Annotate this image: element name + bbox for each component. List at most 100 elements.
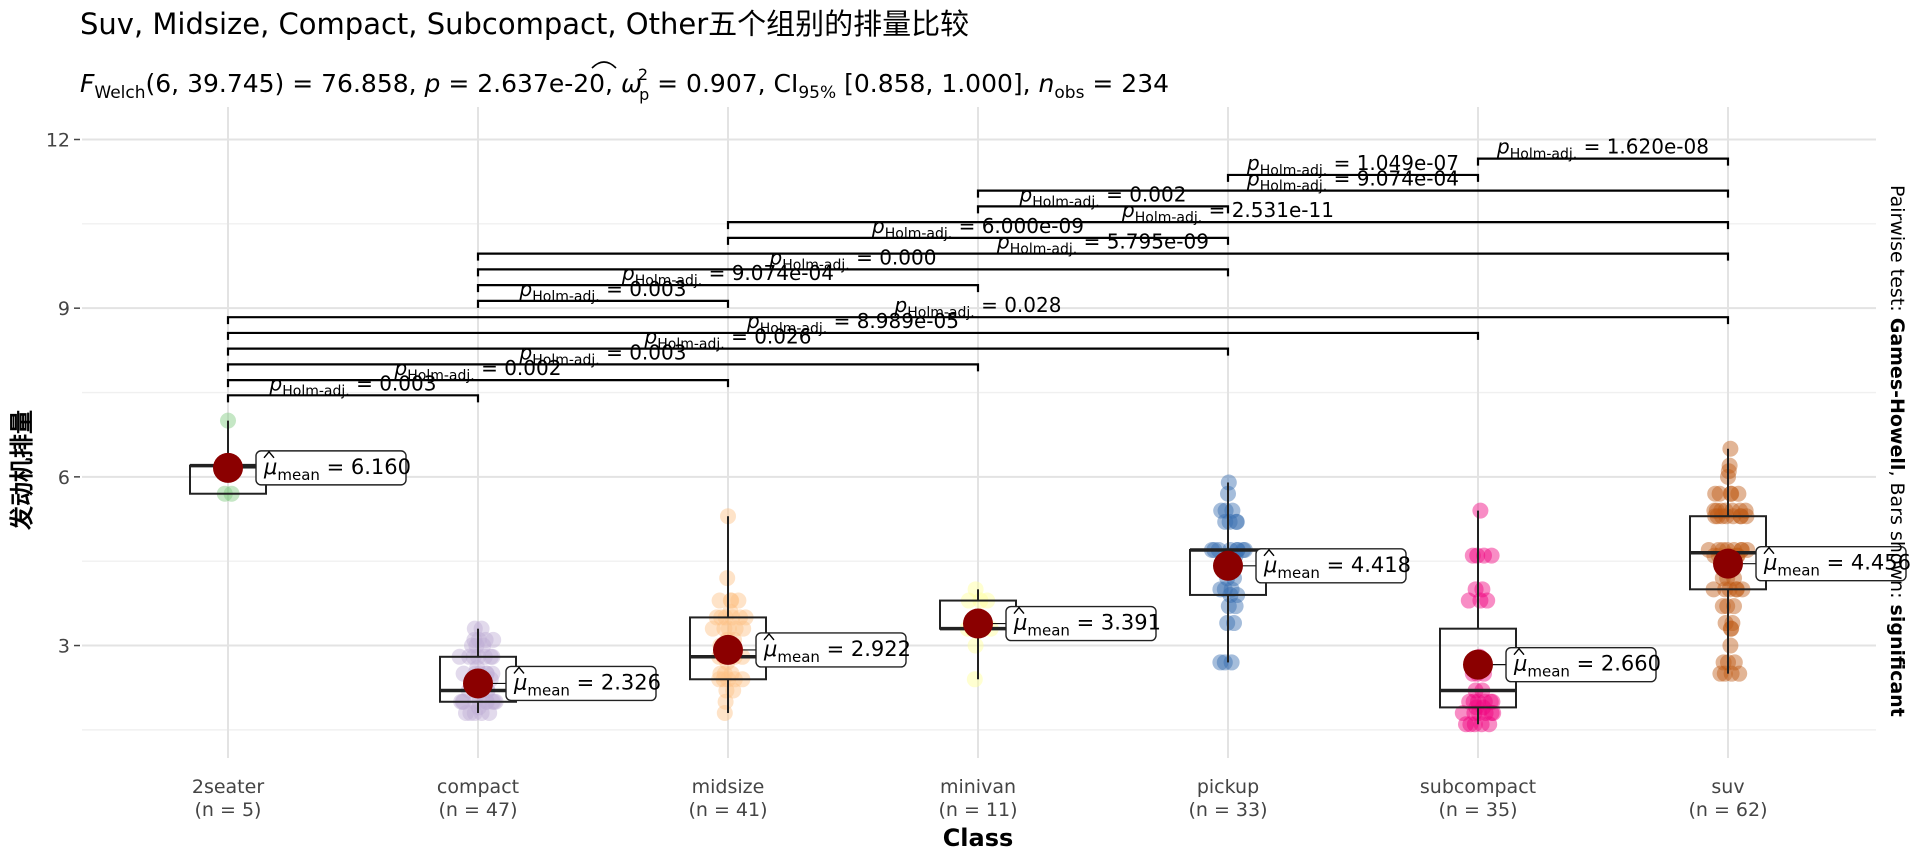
data-point — [1458, 716, 1474, 733]
mean-hat — [1013, 606, 1025, 615]
data-point — [1228, 513, 1245, 530]
comparison-label: pHolm-adj. = 0.002 — [394, 356, 562, 384]
comparison-bracket — [476, 268, 1230, 277]
comparison-bracket — [476, 299, 730, 308]
mean-symbol: μ — [1263, 553, 1277, 577]
mean-value: = 3.391 — [1070, 611, 1161, 635]
data-point — [485, 631, 502, 648]
effect-value: = 0.907, CI — [649, 69, 798, 98]
p-symbol: p — [894, 293, 908, 317]
data-point — [716, 665, 733, 682]
data-point — [720, 620, 737, 637]
data-points — [216, 412, 1756, 733]
p-value: = 0.002 — [475, 356, 562, 380]
ci-value: [0.858, 1.000], — [836, 69, 1038, 98]
p-symbol: p — [269, 371, 283, 395]
mean-hat — [263, 450, 275, 459]
chart-subtitle: FWelch(6, 39.745) = 76.858, p = 2.637e-2… — [80, 65, 1169, 104]
data-point — [1482, 693, 1499, 710]
p-subscript: Holm-adj. — [782, 257, 849, 273]
data-point — [730, 592, 747, 609]
data-point — [1724, 615, 1741, 632]
data-point — [1212, 654, 1229, 671]
y-axis: 3 6 9 12 — [46, 129, 80, 658]
comparison-label: pHolm-adj. = 0.003 — [269, 371, 437, 399]
mean-subscript: mean — [1777, 562, 1820, 580]
data-point — [1715, 654, 1732, 671]
comparison-label: pHolm-adj. = 2.531e-11 — [1121, 198, 1334, 226]
mean-label: μmean = 4.456 — [1763, 551, 1911, 580]
y-tick-label: 3 — [58, 636, 70, 658]
comparison-bracket — [976, 205, 1230, 214]
caption-prefix: Pairwise test: — [1886, 185, 1908, 318]
data-point — [1484, 693, 1501, 710]
p-subscript: Holm-adj. — [907, 305, 974, 321]
mean-value: = 6.160 — [320, 455, 411, 479]
mean-subscript: mean — [1527, 663, 1570, 681]
data-point — [1737, 502, 1754, 519]
comparison-bracket — [226, 363, 980, 372]
chart-title: Suv, Midsize, Compact, Subcompact, Other… — [80, 7, 969, 41]
y-tick-label: 12 — [46, 129, 70, 151]
mean-hat — [763, 632, 775, 641]
comparison-label: pHolm-adj. = 6.000e-09 — [871, 214, 1084, 242]
comparison-bracket — [726, 221, 1730, 230]
n-value: = 234 — [1084, 69, 1169, 98]
y-tick-label: 9 — [58, 298, 70, 320]
mean-hat — [1513, 647, 1525, 656]
mean-subscript: mean — [777, 648, 820, 666]
x-tick-label: pickup — [1197, 776, 1259, 798]
p-value: = 0.028 — [975, 293, 1062, 317]
x-tick-n-label: (n = 11) — [938, 799, 1017, 821]
mean-symbol: μ — [1013, 611, 1027, 635]
comparison-bracket — [726, 236, 1230, 245]
x-tick-n-label: (n = 35) — [1438, 799, 1517, 821]
effect-label: ω — [621, 69, 642, 98]
stat-args: (6, 39.745) — [146, 69, 285, 98]
data-point — [1731, 665, 1748, 682]
data-point — [1721, 457, 1738, 474]
data-point — [1465, 693, 1482, 710]
data-point — [481, 705, 498, 722]
x-tick-label: midsize — [692, 776, 765, 798]
mean-label: μmean = 3.391 — [1013, 611, 1161, 640]
data-point — [1217, 513, 1234, 530]
data-point — [1216, 581, 1233, 598]
p-symbol: p — [1496, 135, 1510, 159]
p-subscript: Holm-adj. — [407, 368, 474, 384]
data-point — [1722, 637, 1739, 654]
x-tick-n-label: (n = 33) — [1188, 799, 1267, 821]
data-point — [1226, 615, 1242, 632]
data-point — [477, 631, 494, 648]
data-point — [967, 581, 984, 598]
mean-label: μmean = 2.660 — [1513, 652, 1661, 681]
comparison-bracket — [226, 347, 1230, 356]
p-subscript: Holm-adj. — [532, 352, 599, 368]
comparison-bracket — [476, 284, 980, 293]
data-point — [1483, 705, 1500, 722]
data-point — [1485, 705, 1502, 722]
p-value: = 6.000e-09 — [952, 214, 1084, 238]
x-tick-n-label: (n = 5) — [195, 799, 262, 821]
p-subscript: Holm-adj. — [1260, 163, 1327, 179]
data-point — [1712, 665, 1729, 682]
data-point — [1706, 502, 1723, 519]
data-point — [468, 637, 485, 654]
p-subscript: Holm-adj. — [1032, 194, 1099, 210]
data-point — [1472, 502, 1489, 519]
mean-symbol: μ — [763, 637, 777, 661]
data-point — [1479, 592, 1496, 609]
p-symbol: p — [1019, 182, 1033, 206]
data-point — [1223, 581, 1240, 598]
data-point — [1477, 705, 1494, 722]
comparison-bracket — [226, 379, 730, 388]
p-subscript: Holm-adj. — [657, 337, 724, 353]
mean-label-box — [1255, 548, 1407, 584]
x-tick-n-label: (n = 62) — [1688, 799, 1767, 821]
data-point — [1717, 615, 1734, 632]
p-subscript: Holm-adj. — [1510, 147, 1577, 163]
p-value: = 0.003 — [350, 371, 437, 395]
p-value: = 0.000 — [850, 245, 937, 269]
mean-point — [713, 634, 743, 665]
data-point — [723, 665, 740, 682]
